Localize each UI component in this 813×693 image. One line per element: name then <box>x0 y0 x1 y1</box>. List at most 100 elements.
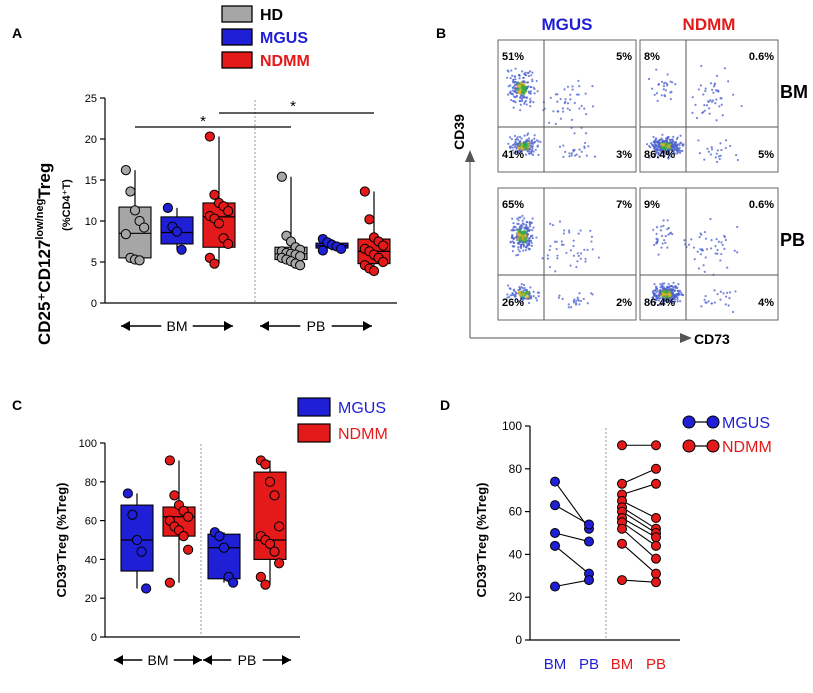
flow-event-dot <box>652 155 655 158</box>
flow-event-dot <box>591 85 594 88</box>
flow-event-dot <box>535 79 538 83</box>
flow-event-dot <box>589 229 592 232</box>
flow-event-dot <box>516 91 519 95</box>
flow-event-dot <box>648 156 651 159</box>
flow-event-dot <box>549 222 552 225</box>
flow-event-dot <box>572 254 576 257</box>
flow-event-dot <box>654 301 657 304</box>
chart-a-sig-star-1: * <box>200 113 206 130</box>
flow-event-dot <box>727 80 730 83</box>
chart-c-group-pb-arrow-right-head <box>282 655 291 665</box>
flow-event-dot <box>663 139 667 143</box>
flow-event-dot <box>566 85 570 88</box>
chart-d-x-tick-label: PB <box>646 656 666 673</box>
flow-event-dot <box>655 298 659 301</box>
flow-event-dot <box>522 76 525 79</box>
flow-event-dot <box>512 106 515 109</box>
flow-event-dot <box>528 225 532 228</box>
flow-event-dot <box>512 229 515 232</box>
flow-event-dot <box>579 229 582 232</box>
flow-event-dot <box>576 252 579 255</box>
flow-event-dot <box>700 249 704 252</box>
flow-event-dot <box>531 149 534 152</box>
chart-c-mgus-bm-point <box>136 546 147 557</box>
flow-event-dot <box>531 229 534 232</box>
flow-event-dot <box>526 235 529 238</box>
flow-event-dot <box>657 143 661 146</box>
flow-event-dot <box>654 140 657 143</box>
flow-event-dot <box>735 154 738 157</box>
flow-event-dot <box>520 223 523 226</box>
flow-event-dot <box>679 300 682 303</box>
flow-event-dot <box>740 104 743 108</box>
flow-event-dot <box>573 132 576 135</box>
flow-event-dot <box>516 136 519 139</box>
chart-d-ndmm-bm-point <box>617 538 627 549</box>
flow-event-dot <box>529 234 533 238</box>
flow-event-dot <box>660 148 663 151</box>
flow-event-dot <box>668 152 672 155</box>
flow-quadrant-ll: 86.4% <box>644 149 675 161</box>
flow-event-dot <box>709 82 713 85</box>
flow-event-dot <box>710 146 713 149</box>
flow-event-dot <box>676 148 679 151</box>
flow-event-dot <box>530 244 534 247</box>
flow-event-dot <box>576 296 579 299</box>
chart-a-ndmm-pb-point <box>378 240 389 251</box>
chart-c-ndmm-pb-point <box>264 538 276 549</box>
flow-event-dot <box>531 78 534 81</box>
flow-event-dot <box>528 222 531 225</box>
flow-event-dot <box>532 86 535 89</box>
flow-event-dot <box>521 80 524 83</box>
chart-c-ndmm-bm-point <box>169 490 180 501</box>
flow-event-dot <box>717 240 720 243</box>
flow-event-dot <box>657 82 661 86</box>
flow-event-dot <box>515 151 518 154</box>
flow-event-dot <box>584 132 588 135</box>
legend-d-label-mgus: MGUS <box>722 415 770 432</box>
flow-event-dot <box>524 153 528 156</box>
flow-event-dot <box>729 144 732 148</box>
chart-d-ndmm-pb-point <box>651 478 661 489</box>
flow-event-dot <box>719 154 722 157</box>
flow-event-dot <box>715 152 718 155</box>
flow-event-dot <box>523 297 526 300</box>
flow-event-dot <box>697 88 700 91</box>
flow-event-dot <box>668 138 671 141</box>
flow-quadrant-ul: 65% <box>502 199 524 211</box>
flow-event-dot <box>529 97 532 100</box>
chart-c-y-tick-label: 40 <box>85 554 97 566</box>
flow-event-dot <box>527 233 530 236</box>
flow-event-dot <box>658 303 661 306</box>
chart-d-ndmm-bm-point <box>617 523 627 534</box>
chart-a-hd-pb-point <box>295 260 306 271</box>
chart-d-ndmm-pb-point <box>651 513 661 524</box>
flow-event-dot <box>586 248 589 252</box>
flow-event-dot <box>523 289 526 292</box>
flow-event-dot <box>527 85 530 88</box>
chart-c-ndmm-pb-point <box>274 521 285 532</box>
chart-d-mgus-pb-point <box>584 575 594 586</box>
flow-event-dot <box>724 238 727 242</box>
chart-a-group-bm-arrow-left-head <box>121 321 130 331</box>
chart-c-ndmm-pb-point <box>264 476 276 487</box>
flow-event-dot <box>703 158 706 161</box>
flow-event-dot <box>660 80 664 83</box>
flow-event-dot <box>710 247 713 250</box>
flow-event-dot <box>559 97 562 101</box>
flow-event-dot <box>667 292 671 296</box>
flow-event-dot <box>530 221 533 224</box>
flow-event-dot <box>522 249 525 252</box>
flow-event-dot <box>514 138 517 141</box>
flow-quadrant-ul: 9% <box>644 199 660 211</box>
flow-event-dot <box>703 109 706 112</box>
flow-event-dot <box>719 290 722 293</box>
flow-event-dot <box>519 296 523 299</box>
chart-c-mgus-bm-point <box>122 488 133 499</box>
flow-event-dot <box>528 70 532 73</box>
flow-event-dot <box>672 150 675 154</box>
flow-event-dot <box>670 285 674 288</box>
flow-event-dot <box>659 154 663 157</box>
flow-event-dot <box>509 77 512 80</box>
flow-event-dot <box>560 243 564 246</box>
